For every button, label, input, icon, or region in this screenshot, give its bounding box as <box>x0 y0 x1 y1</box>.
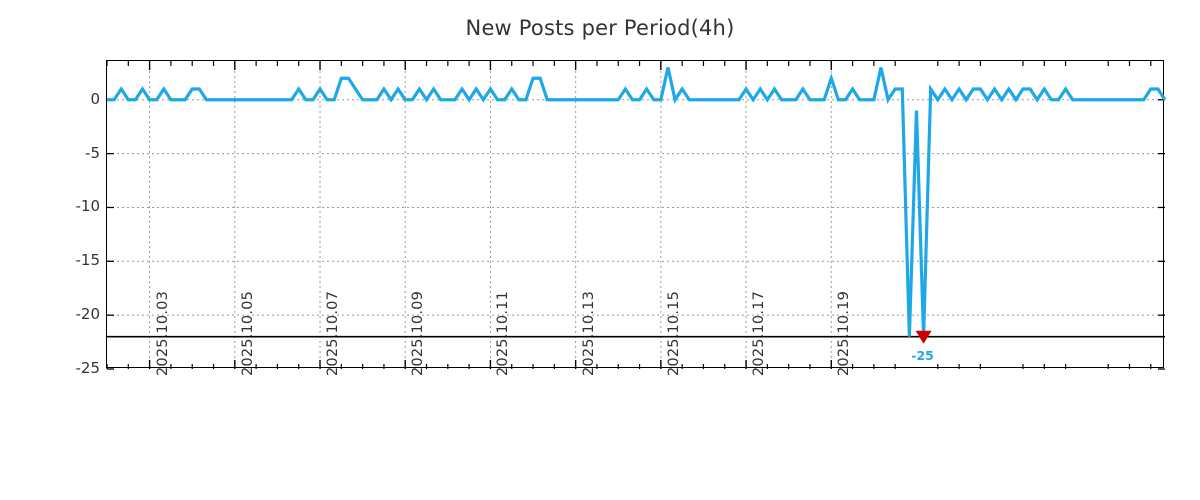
anomaly-value-label: -25 <box>911 347 934 363</box>
horizontal-gridlines <box>107 99 1165 316</box>
y-tick-label: -15 <box>75 251 101 270</box>
bottom-axis-ticks <box>106 360 1152 369</box>
y-tick-label: -10 <box>75 197 101 216</box>
plot-area <box>106 60 1167 370</box>
y-tick-label: 0 <box>90 89 100 108</box>
y-axis-tick-labels: 0 -5 -10 -15 -20 -25 <box>46 0 101 500</box>
y-tick-label: -25 <box>75 359 101 377</box>
y-tick-label: -5 <box>85 143 100 162</box>
right-axis-ticks <box>1158 99 1165 370</box>
vertical-gridlines <box>149 61 832 369</box>
data-series-line <box>107 67 1167 337</box>
left-axis-ticks <box>107 99 114 370</box>
top-axis-ticks <box>106 61 1152 70</box>
anomaly-marker-triangle-icon[interactable] <box>915 330 932 344</box>
chart-title: New Posts per Period(4h) <box>465 16 735 40</box>
y-tick-label: -20 <box>75 305 101 324</box>
plot-svg <box>106 61 1167 370</box>
